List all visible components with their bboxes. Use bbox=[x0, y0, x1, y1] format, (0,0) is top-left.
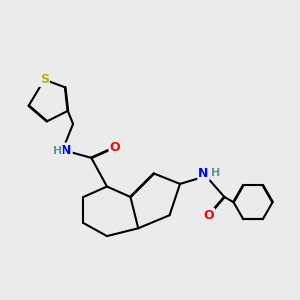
Text: N: N bbox=[198, 167, 209, 180]
Text: H: H bbox=[211, 169, 220, 178]
Text: S: S bbox=[40, 73, 49, 86]
Text: O: O bbox=[110, 141, 120, 154]
Text: H: H bbox=[53, 146, 62, 156]
Text: N: N bbox=[61, 143, 72, 157]
Text: O: O bbox=[203, 209, 214, 222]
